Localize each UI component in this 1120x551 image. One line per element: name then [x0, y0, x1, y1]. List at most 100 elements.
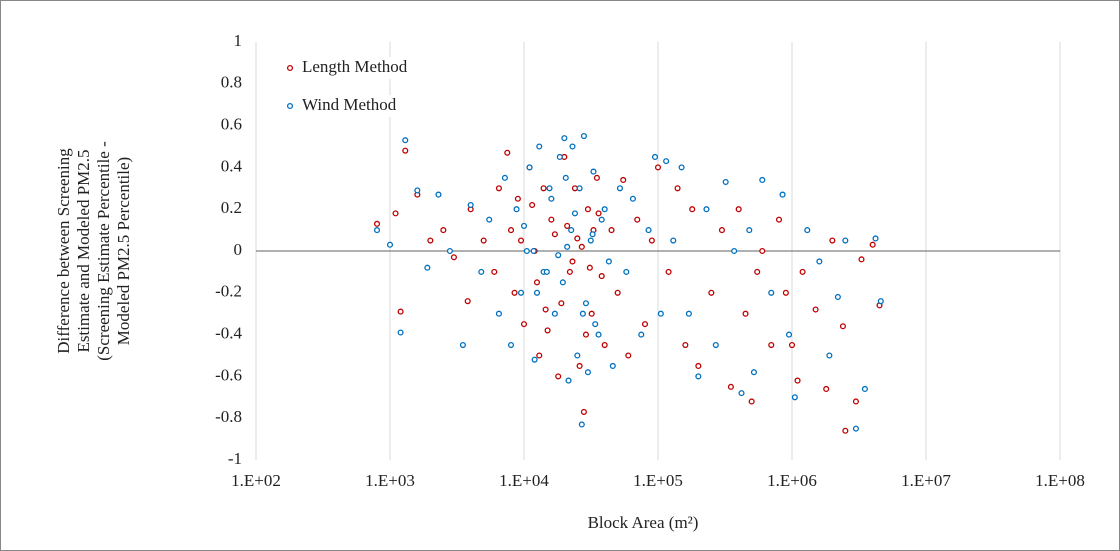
scatter-point: [580, 408, 587, 415]
scatter-point: [551, 310, 558, 317]
scatter-point: [614, 289, 621, 296]
y-tick-label: -0.2: [215, 282, 242, 301]
x-tick-label: 1.E+07: [901, 471, 951, 490]
scatter-point: [648, 237, 655, 244]
y-tick-label: 0.6: [221, 115, 242, 134]
scatter-point: [555, 373, 562, 380]
y-axis-title-line: (Screening Estimate Percentile -: [94, 141, 113, 361]
scatter-point: [386, 241, 394, 248]
legend-box: [284, 95, 464, 117]
scatter-point: [738, 390, 745, 397]
scatter-point: [842, 237, 849, 244]
scatter-point: [467, 201, 474, 209]
scatter-point: [576, 362, 583, 370]
legend-marker: [286, 64, 294, 72]
scatter-point: [580, 133, 587, 140]
scatter-point: [645, 227, 652, 234]
scatter-point: [829, 237, 836, 244]
scatter-point: [440, 227, 447, 234]
scatter-point: [685, 310, 692, 317]
scatter-point: [689, 206, 696, 213]
scatter-point: [491, 268, 498, 275]
scatter-point: [578, 421, 585, 428]
scatter-point: [507, 341, 515, 349]
scatter-point: [504, 149, 511, 156]
scatter-point: [517, 237, 525, 244]
scatter-point: [718, 227, 725, 234]
y-axis-title-line: Estimate and Modeled PM2.5: [74, 149, 93, 352]
y-axis-title-line: Difference between Screening: [54, 148, 73, 354]
scatter-point: [748, 398, 755, 405]
scatter-point: [543, 268, 550, 275]
legend-label: Wind Method: [302, 95, 397, 114]
scatter-point: [402, 137, 409, 144]
scatter-point: [414, 187, 421, 194]
scatter-point: [682, 341, 689, 349]
scatter-point: [641, 321, 649, 328]
scatter-point: [722, 178, 729, 186]
scatter-point: [601, 206, 608, 213]
scatter-point: [579, 310, 586, 317]
scatter-point: [823, 385, 830, 392]
scatter-point: [587, 237, 594, 244]
scatter-point: [695, 373, 702, 380]
scatter-point: [638, 331, 645, 338]
scatter-point: [397, 329, 404, 336]
x-axis-title: Block Area (m²): [588, 513, 699, 532]
scatter-point: [568, 227, 575, 234]
scatter-point: [578, 243, 585, 250]
scatter-point: [651, 153, 659, 161]
scatter-point: [872, 235, 879, 242]
scatter-point: [826, 352, 833, 359]
scatter-point: [629, 195, 636, 202]
scatter-point: [779, 191, 786, 198]
scatter-point: [584, 206, 591, 213]
scatter-point: [542, 306, 549, 313]
scatter-point: [514, 195, 521, 202]
scatter-point: [533, 279, 541, 286]
scatter-point: [551, 231, 558, 238]
scatter-point: [768, 341, 775, 349]
scatter-point: [478, 268, 485, 275]
scatter-point: [480, 237, 487, 244]
scatter-point: [768, 289, 775, 296]
scatter-point: [566, 268, 573, 275]
scatter-point: [852, 398, 859, 405]
scatter-point: [590, 168, 597, 175]
scatter-point: [727, 383, 734, 390]
scatter-point: [852, 425, 859, 432]
scatter-point: [775, 216, 783, 223]
scatter-point: [397, 308, 404, 315]
scatter-point: [791, 394, 798, 401]
y-tick-label: -0.8: [215, 407, 242, 426]
scatter-point: [670, 237, 677, 244]
scatter-point: [584, 369, 591, 376]
scatter-point: [564, 222, 571, 229]
scatter-point: [373, 220, 381, 227]
legend-box: [284, 57, 464, 79]
scatter-point: [703, 206, 710, 213]
scatter-point: [861, 385, 868, 392]
scatter-point: [812, 306, 819, 313]
scatter-point: [750, 369, 757, 376]
scatter-point: [595, 331, 602, 338]
x-tick-label: 1.E+04: [499, 471, 549, 490]
scatter-point: [785, 331, 793, 338]
scatter-point: [520, 321, 528, 328]
y-tick-label: -0.4: [215, 324, 242, 343]
scatter-point: [531, 356, 538, 363]
scatter-point: [526, 164, 533, 171]
scatter-point: [446, 247, 453, 255]
scatter-point: [654, 164, 662, 171]
scatter-point: [392, 210, 399, 217]
scatter-point: [746, 227, 753, 234]
scatter-point: [674, 185, 681, 192]
scatter-point: [759, 176, 766, 183]
scatter-point: [536, 352, 543, 359]
y-tick-label: 0.4: [221, 156, 243, 175]
x-tick-label: 1.E+06: [767, 471, 817, 490]
scatter-point: [574, 235, 581, 242]
scatter-point: [511, 289, 518, 296]
